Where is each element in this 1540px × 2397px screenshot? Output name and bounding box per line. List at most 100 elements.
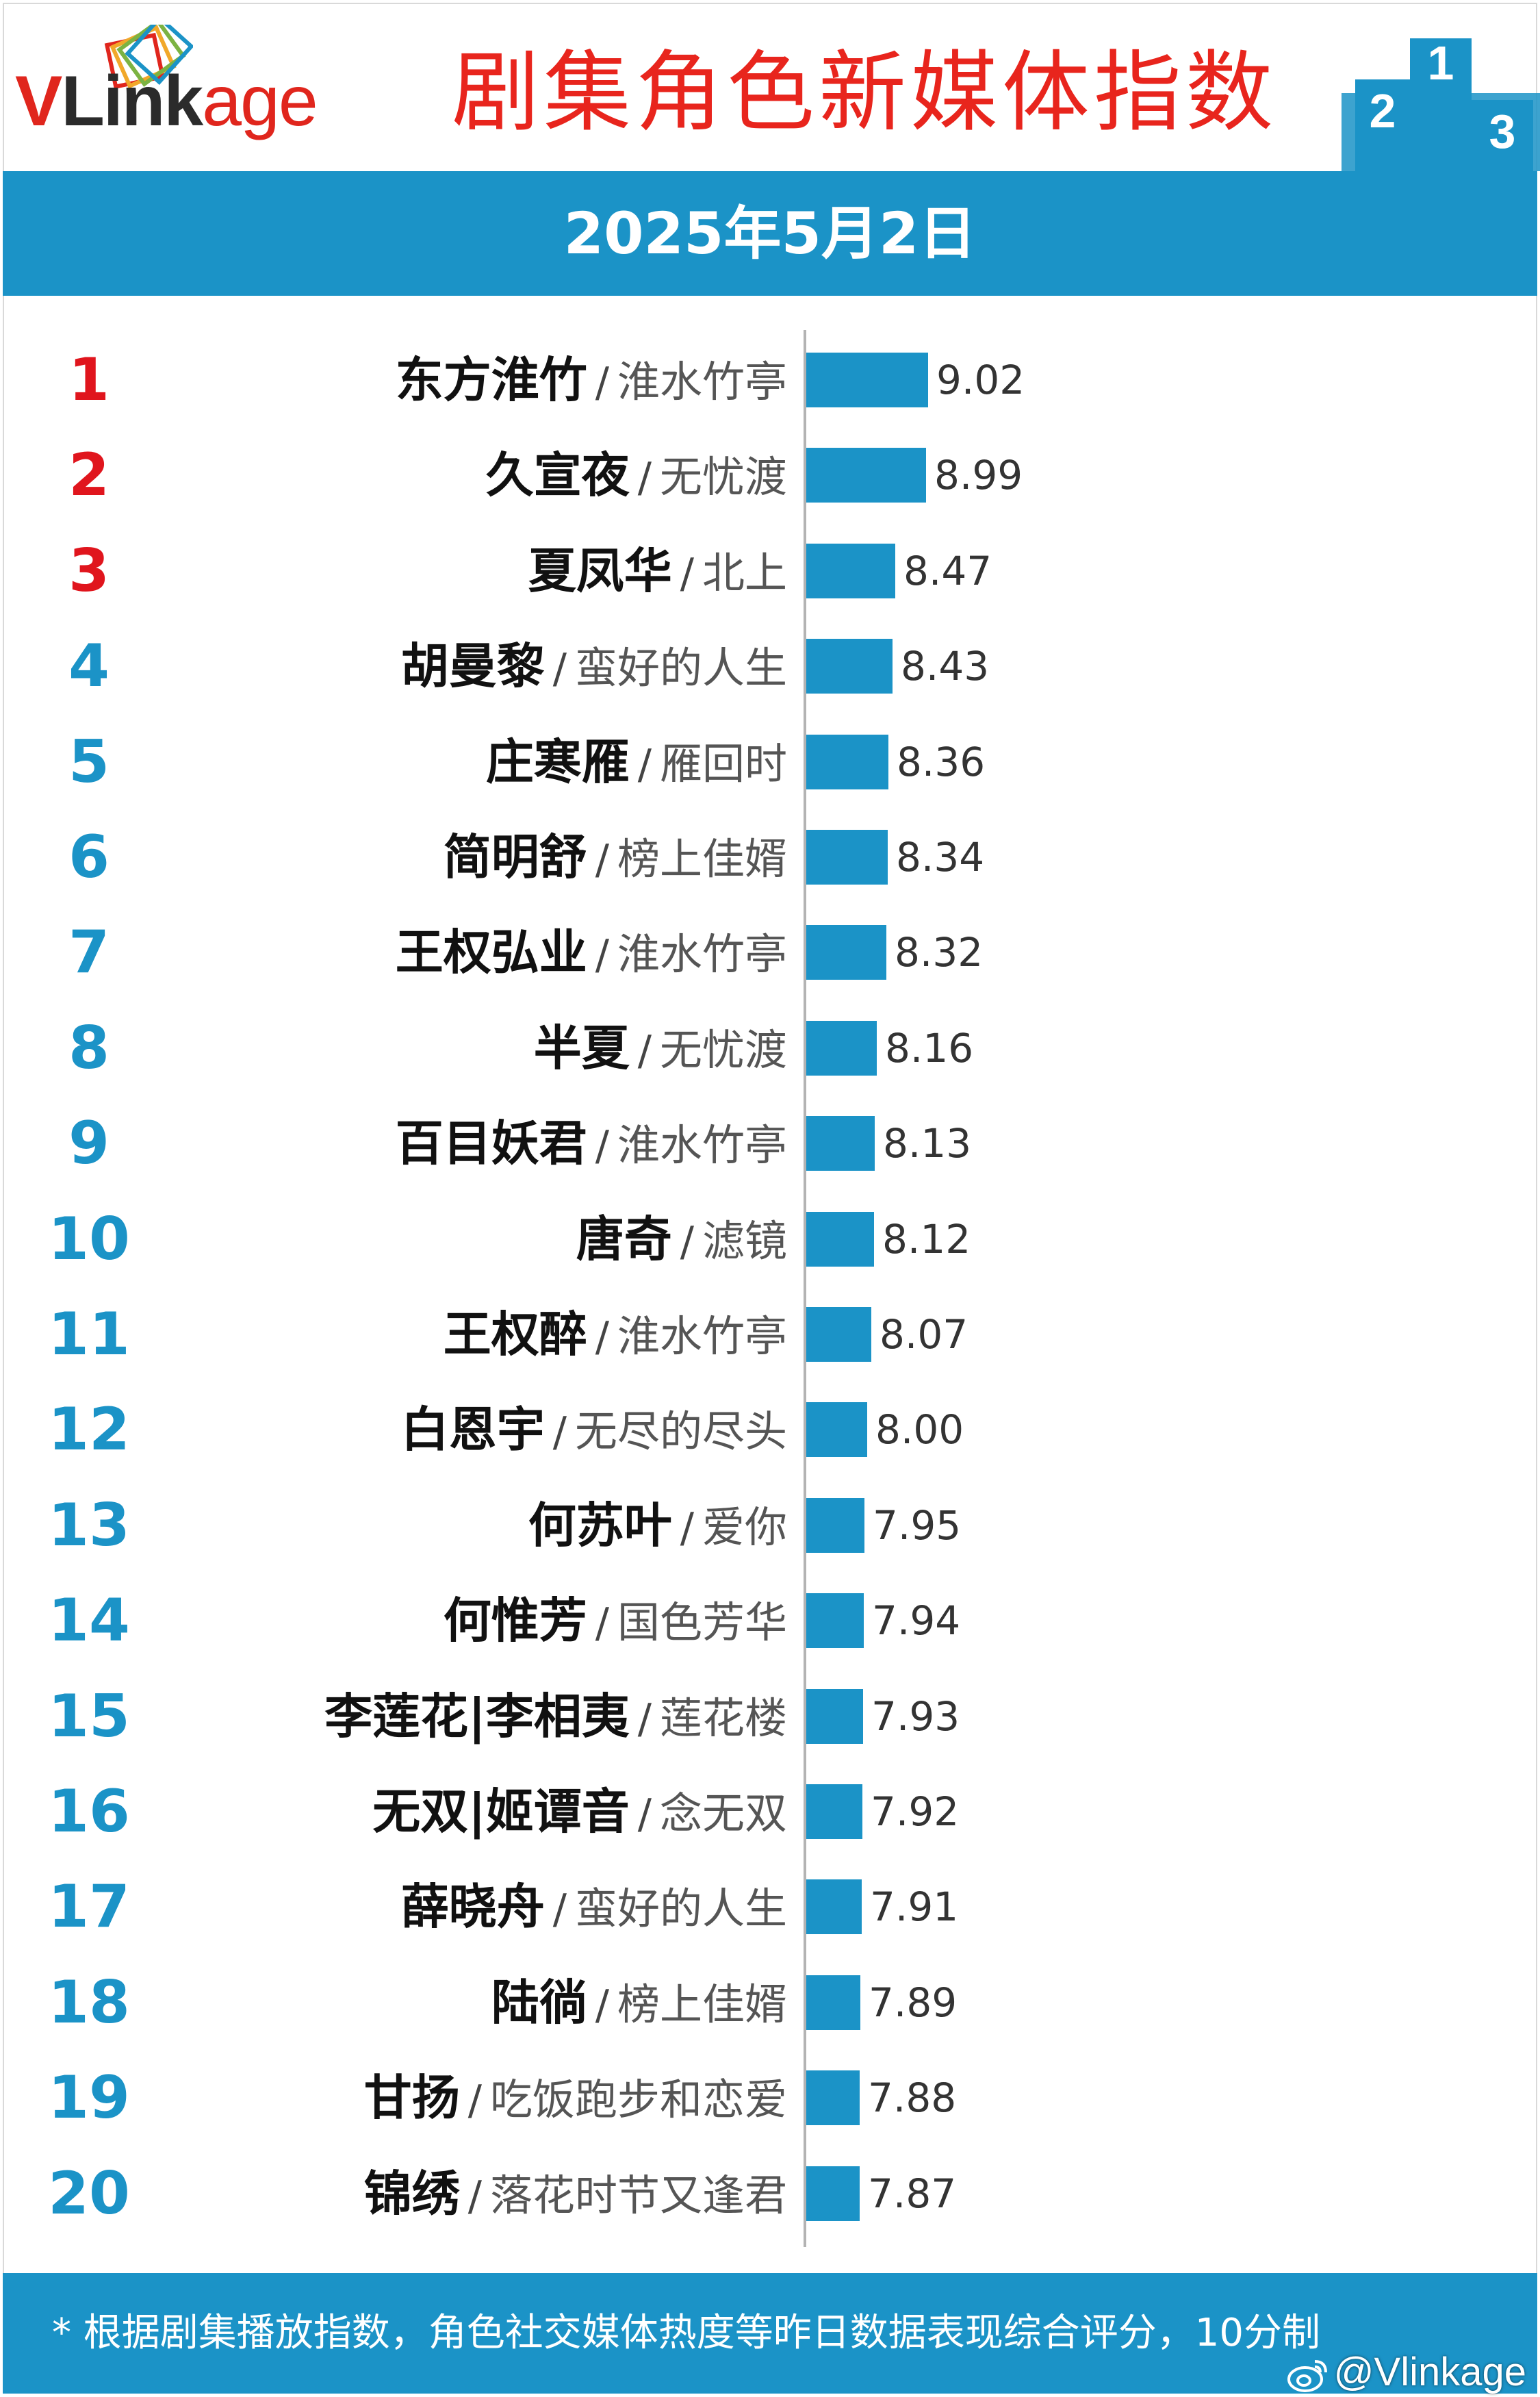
character-name: 唐奇 <box>576 1210 672 1267</box>
chart-row: 16 无双|姬谭音 / 念无双 7.92 <box>0 1764 1540 1859</box>
score-value: 8.32 <box>895 929 984 976</box>
score-bar <box>806 830 888 885</box>
logo-cards-icon <box>104 25 193 90</box>
rank-number: 18 <box>48 1968 130 2037</box>
chart-row: 7 王权弘业 / 淮水竹亭 8.32 <box>0 904 1540 1000</box>
chart-row: 2 久宣夜 / 无忧渡 8.99 <box>0 427 1540 522</box>
rank-number: 9 <box>68 1109 110 1178</box>
score-bar <box>806 448 926 503</box>
score-bar <box>806 1020 877 1076</box>
drama-title: 淮水竹亭 <box>617 357 787 407</box>
character-name: 庄寒雁 <box>485 733 630 790</box>
character-name: 白恩宇 <box>400 1402 545 1458</box>
score-value: 7.95 <box>873 1501 962 1549</box>
label-separator: / <box>595 1981 609 2029</box>
row-label: 王权醉 / 淮水竹亭 <box>444 1300 787 1369</box>
score-value: 8.34 <box>896 834 985 880</box>
label-separator: / <box>680 1217 694 1266</box>
label-separator: / <box>552 1408 567 1457</box>
drama-title: 淮水竹亭 <box>617 1120 787 1171</box>
rank-number: 3 <box>68 536 110 605</box>
label-separator: / <box>680 549 694 598</box>
row-label: 王权弘业 / 淮水竹亭 <box>396 918 787 987</box>
rank-number: 8 <box>68 1013 110 1082</box>
row-label: 唐奇 / 滤镜 <box>576 1205 787 1273</box>
label-separator: / <box>595 1599 609 1648</box>
drama-title: 念无双 <box>659 1788 787 1838</box>
drama-title: 雁回时 <box>659 738 787 789</box>
rank-number: 4 <box>68 632 110 701</box>
drama-title: 无尽的尽头 <box>574 1406 787 1457</box>
podium-icon: 2 1 3 <box>1342 36 1540 171</box>
row-label: 薛晓舟 / 蛮好的人生 <box>401 1873 787 1941</box>
score-value: 8.99 <box>934 452 1023 499</box>
label-separator: / <box>467 2077 482 2125</box>
row-label: 百目妖君 / 淮水竹亭 <box>396 1109 787 1178</box>
label-separator: / <box>637 740 652 789</box>
chart-row: 13 何苏叶 / 爱你 7.95 <box>0 1477 1540 1573</box>
label-separator: / <box>680 1504 694 1552</box>
label-separator: / <box>595 1122 609 1171</box>
rank-number: 7 <box>68 918 110 987</box>
character-name: 李莲花|李相夷 <box>324 1688 630 1745</box>
label-separator: / <box>595 931 609 980</box>
character-name: 王权弘业 <box>395 924 587 981</box>
score-bar <box>806 1688 863 1744</box>
podium-third: 3 <box>1489 105 1516 158</box>
score-value: 8.00 <box>875 1406 964 1454</box>
row-label: 陆徜 / 榜上佳婿 <box>491 1968 787 2037</box>
chart-row: 20 锦绣 / 落花时节又逢君 7.87 <box>0 2146 1540 2241</box>
logo-wordmark: VLinkage <box>15 62 318 141</box>
score-bar <box>806 1593 864 1649</box>
chart-row: 8 半夏 / 无忧渡 8.16 <box>0 1000 1540 1095</box>
drama-title: 莲花楼 <box>659 1692 787 1743</box>
score-bar <box>806 1307 871 1362</box>
character-name: 简明舒 <box>443 829 587 885</box>
drama-title: 淮水竹亭 <box>617 929 787 980</box>
chart-row: 17 薛晓舟 / 蛮好的人生 7.91 <box>0 1859 1540 1954</box>
label-separator: / <box>637 1695 652 1743</box>
label-separator: / <box>637 1790 652 1838</box>
chart-row: 9 百目妖君 / 淮水竹亭 8.13 <box>0 1095 1540 1191</box>
row-label: 胡曼黎 / 蛮好的人生 <box>401 632 787 700</box>
row-label: 李莲花|李相夷 / 莲花楼 <box>324 1682 787 1751</box>
score-value: 8.16 <box>885 1024 974 1071</box>
drama-title: 淮水竹亭 <box>617 1311 787 1361</box>
score-bar <box>806 1975 860 2030</box>
footer-note: * 根据剧集播放指数，角色社交媒体热度等昨日数据表现综合评分，10分制 <box>52 2311 1321 2355</box>
drama-title: 榜上佳婿 <box>617 834 787 884</box>
label-separator: / <box>595 836 609 884</box>
weibo-icon <box>1287 2359 1327 2392</box>
label-separator: / <box>595 359 609 407</box>
drama-title: 吃饭跑步和恋爱 <box>489 2075 787 2125</box>
drama-title: 北上 <box>702 547 787 598</box>
character-name: 夏凤华 <box>528 542 672 599</box>
chart-row: 14 何惟芳 / 国色芳华 7.94 <box>0 1573 1540 1668</box>
podium-first: 1 <box>1428 36 1454 90</box>
drama-title: 无忧渡 <box>659 1024 787 1075</box>
rank-number: 12 <box>48 1395 130 1464</box>
character-name: 半夏 <box>533 1019 630 1076</box>
rank-number: 5 <box>68 727 110 796</box>
chart-row: 5 庄寒雁 / 雁回时 8.36 <box>0 714 1540 809</box>
rank-number: 10 <box>48 1204 130 1273</box>
podium-second: 2 <box>1370 84 1396 138</box>
character-name: 锦绣 <box>363 2165 460 2222</box>
chart-row: 15 李莲花|李相夷 / 莲花楼 7.93 <box>0 1669 1540 1764</box>
score-value: 7.93 <box>871 1692 960 1740</box>
score-value: 7.89 <box>869 1979 958 2026</box>
score-value: 7.91 <box>870 1884 959 1931</box>
chart-row: 18 陆徜 / 榜上佳婿 7.89 <box>0 1955 1540 2050</box>
rank-number: 2 <box>68 441 110 510</box>
row-label: 锦绣 / 落花时节又逢君 <box>364 2159 787 2228</box>
score-bar <box>806 1784 862 1839</box>
chart-row: 19 甘扬 / 吃饭跑步和恋爱 7.88 <box>0 2050 1540 2145</box>
chart-row: 3 夏凤华 / 北上 8.47 <box>0 523 1540 618</box>
character-name: 百目妖君 <box>395 1115 587 1172</box>
chart-date: 2025年5月2日 <box>563 200 977 267</box>
chart-row: 11 王权醉 / 淮水竹亭 8.07 <box>0 1286 1540 1382</box>
label-separator: / <box>637 1026 652 1075</box>
rank-number: 14 <box>48 1586 130 1656</box>
drama-title: 爱你 <box>702 1501 787 1552</box>
score-bar <box>806 2070 860 2126</box>
